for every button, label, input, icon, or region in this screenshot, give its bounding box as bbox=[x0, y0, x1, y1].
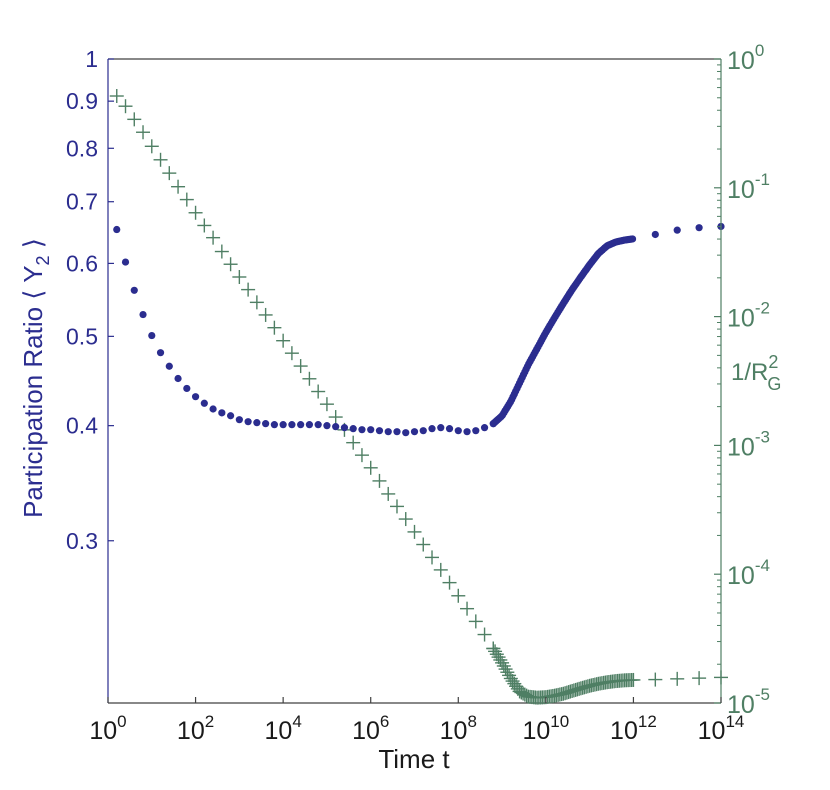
right-y-tick-label: 10-4 bbox=[727, 556, 770, 590]
series-participation-ratio bbox=[113, 222, 725, 437]
right-y-tick-label: 100 bbox=[727, 41, 764, 75]
right-y-tick-label: 10-5 bbox=[727, 685, 770, 719]
left-y-tick-label: 0.8 bbox=[66, 135, 98, 161]
right-y-axis: 10-5 10-4 10-3 10-2 10-1 100 bbox=[714, 41, 770, 719]
x-tick-label: 102 bbox=[177, 712, 214, 745]
x-axis-label: Time t bbox=[378, 744, 450, 774]
left-y-tick-label: 0.9 bbox=[66, 88, 98, 114]
x-tick-label: 1010 bbox=[522, 712, 569, 745]
left-y-tick-label: 0.4 bbox=[66, 413, 98, 439]
x-tick-label: 100 bbox=[89, 712, 126, 745]
right-y-tick-label: 10-2 bbox=[727, 299, 770, 333]
x-tick-label: 106 bbox=[352, 712, 389, 745]
left-y-axis: 0.3 0.4 0.5 0.6 0.7 0.8 0.9 1 bbox=[66, 46, 114, 703]
right-y-tick-label: 10-1 bbox=[727, 170, 770, 204]
x-tick-label: 1014 bbox=[698, 712, 745, 745]
left-y-tick-label: 0.3 bbox=[66, 528, 98, 554]
left-y-tick-label: 0.5 bbox=[66, 323, 98, 349]
right-y-axis-label: 1/R2 G bbox=[731, 352, 781, 394]
x-tick-label: 104 bbox=[265, 712, 302, 745]
x-tick-label: 108 bbox=[440, 712, 477, 745]
x-tick-label: 1012 bbox=[610, 712, 657, 745]
left-y-axis-label: Participation Ratio ⟨ Y2 ⟩ bbox=[18, 238, 53, 518]
left-y-tick-label: 0.6 bbox=[66, 250, 98, 276]
plot-frame bbox=[108, 58, 721, 704]
left-y-tick-label: 0.7 bbox=[66, 189, 98, 215]
x-axis: 100 102 104 106 108 1010 1012 1014 bbox=[89, 697, 744, 745]
series-inverse-radius-gyration bbox=[109, 89, 728, 705]
left-y-tick-label: 1 bbox=[85, 46, 98, 72]
right-y-tick-label: 10-3 bbox=[727, 427, 770, 461]
